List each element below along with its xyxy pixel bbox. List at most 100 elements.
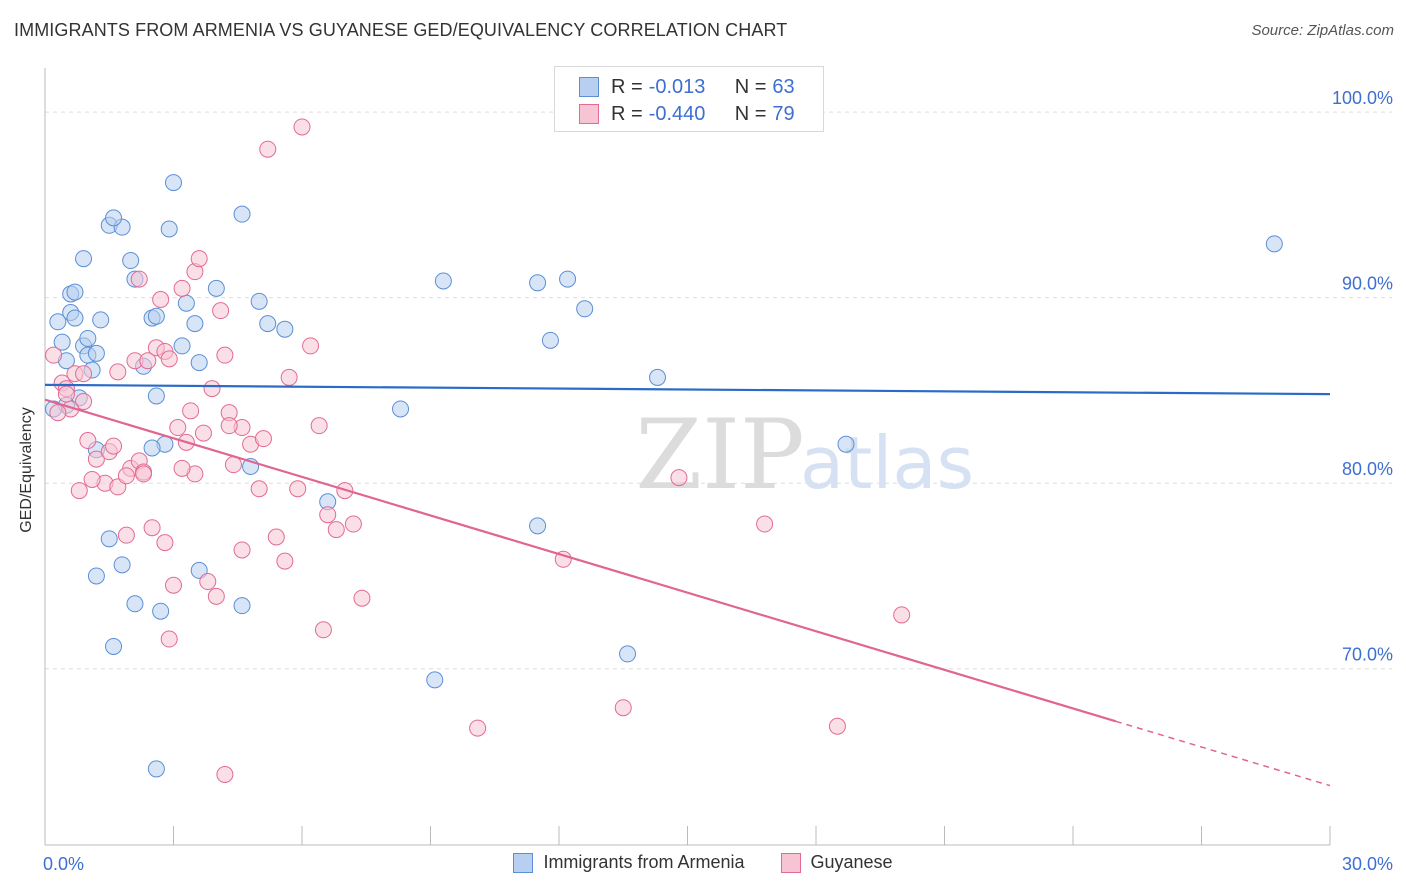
armenia-point[interactable] xyxy=(619,645,637,663)
guyanese-point[interactable] xyxy=(280,368,298,386)
armenia-point[interactable] xyxy=(66,283,84,301)
armenia-point[interactable] xyxy=(122,252,140,270)
guyanese-point[interactable] xyxy=(259,140,277,158)
guyanese-point[interactable] xyxy=(353,589,371,607)
armenia-point[interactable] xyxy=(126,595,144,613)
guyanese-point[interactable] xyxy=(220,417,238,435)
guyanese-point[interactable] xyxy=(314,621,332,639)
armenia-point[interactable] xyxy=(165,174,182,192)
guyanese-point[interactable] xyxy=(117,526,135,544)
guyanese-point[interactable] xyxy=(670,469,688,487)
guyanese-point[interactable] xyxy=(160,350,178,368)
guyanese-point[interactable] xyxy=(254,430,272,448)
guyanese-point[interactable] xyxy=(135,465,153,483)
guyanese-point[interactable] xyxy=(614,699,632,717)
guyanese-point[interactable] xyxy=(156,534,174,552)
guyanese-point[interactable] xyxy=(130,270,148,288)
armenia-point[interactable] xyxy=(79,329,97,347)
guyanese-point[interactable] xyxy=(49,404,67,422)
armenia-point[interactable] xyxy=(1265,235,1283,253)
armenia-point[interactable] xyxy=(100,530,118,548)
guyanese-point[interactable] xyxy=(173,459,191,477)
guyanese-point[interactable] xyxy=(344,515,362,533)
guyanese-point[interactable] xyxy=(194,424,212,442)
guyanese-point[interactable] xyxy=(75,365,93,383)
guyanese-point[interactable] xyxy=(182,402,200,420)
armenia-point[interactable] xyxy=(250,292,268,310)
armenia-point[interactable] xyxy=(49,313,67,331)
armenia-point[interactable] xyxy=(649,368,667,386)
armenia-point[interactable] xyxy=(207,279,225,297)
armenia-point[interactable] xyxy=(233,597,251,615)
guyanese-point[interactable] xyxy=(469,719,487,737)
armenia-point[interactable] xyxy=(113,556,131,574)
guyanese-point[interactable] xyxy=(250,480,268,498)
armenia-point[interactable] xyxy=(392,400,410,418)
guyanese-point[interactable] xyxy=(302,337,320,355)
guyanese-point[interactable] xyxy=(828,717,846,735)
guyanese-point[interactable] xyxy=(216,765,234,783)
armenia-point[interactable] xyxy=(529,517,547,535)
armenia-point[interactable] xyxy=(559,270,577,288)
armenia-point[interactable] xyxy=(177,294,195,312)
guyanese-point[interactable] xyxy=(75,393,93,411)
armenia-point[interactable] xyxy=(147,387,165,405)
guyanese-point[interactable] xyxy=(139,352,157,370)
guyanese-point[interactable] xyxy=(87,450,105,468)
armenia-point[interactable] xyxy=(529,274,547,292)
armenia-point[interactable] xyxy=(143,439,161,457)
armenia-point[interactable] xyxy=(160,220,178,238)
guyanese-point[interactable] xyxy=(173,279,191,297)
armenia-point[interactable] xyxy=(837,435,855,453)
guyanese-point[interactable] xyxy=(216,346,234,364)
guyanese-point[interactable] xyxy=(199,573,217,591)
armenia-point[interactable] xyxy=(105,209,123,227)
armenia-point[interactable] xyxy=(186,315,204,333)
armenia-point[interactable] xyxy=(87,344,105,362)
armenia-point[interactable] xyxy=(53,333,71,351)
armenia-point[interactable] xyxy=(434,272,452,290)
guyanese-point[interactable] xyxy=(57,385,75,403)
guyanese-point[interactable] xyxy=(203,380,221,398)
armenia-point[interactable] xyxy=(105,637,123,655)
legend-item-armenia[interactable]: Immigrants from Armenia xyxy=(513,852,745,873)
guyanese-point[interactable] xyxy=(267,528,285,546)
guyanese-point[interactable] xyxy=(45,346,63,364)
guyanese-point[interactable] xyxy=(233,541,251,559)
guyanese-point[interactable] xyxy=(165,576,182,594)
guyanese-point[interactable] xyxy=(319,506,337,524)
guyanese-point[interactable] xyxy=(117,467,135,485)
armenia-point[interactable] xyxy=(276,320,294,338)
armenia-point[interactable] xyxy=(92,311,110,329)
guyanese-point[interactable] xyxy=(207,587,225,605)
guyanese-point[interactable] xyxy=(83,470,101,488)
armenia-point[interactable] xyxy=(541,331,559,349)
armenia-point[interactable] xyxy=(190,354,208,372)
guyanese-point[interactable] xyxy=(160,630,178,648)
legend-item-guyanese[interactable]: Guyanese xyxy=(780,852,893,873)
guyanese-point[interactable] xyxy=(327,521,345,539)
armenia-point[interactable] xyxy=(75,250,93,268)
guyanese-point[interactable] xyxy=(276,552,294,570)
armenia-point[interactable] xyxy=(233,205,251,223)
armenia-point[interactable] xyxy=(87,567,105,585)
guyanese-point[interactable] xyxy=(169,419,187,437)
guyanese-point[interactable] xyxy=(212,302,230,320)
armenia-point[interactable] xyxy=(426,671,444,689)
guyanese-point[interactable] xyxy=(310,417,328,435)
guyanese-point[interactable] xyxy=(756,515,774,533)
guyanese-point[interactable] xyxy=(143,519,161,537)
guyanese-point[interactable] xyxy=(70,482,88,500)
guyanese-point[interactable] xyxy=(109,363,127,381)
armenia-point[interactable] xyxy=(147,760,165,778)
armenia-point[interactable] xyxy=(152,602,170,620)
guyanese-point[interactable] xyxy=(893,606,911,624)
guyanese-point[interactable] xyxy=(190,250,208,268)
armenia-point[interactable] xyxy=(173,337,191,355)
armenia-point[interactable] xyxy=(147,307,165,325)
guyanese-point[interactable] xyxy=(152,291,170,309)
armenia-point[interactable] xyxy=(66,309,84,327)
armenia-point[interactable] xyxy=(259,315,277,333)
guyanese-point[interactable] xyxy=(105,437,123,455)
guyanese-point[interactable] xyxy=(293,118,311,136)
